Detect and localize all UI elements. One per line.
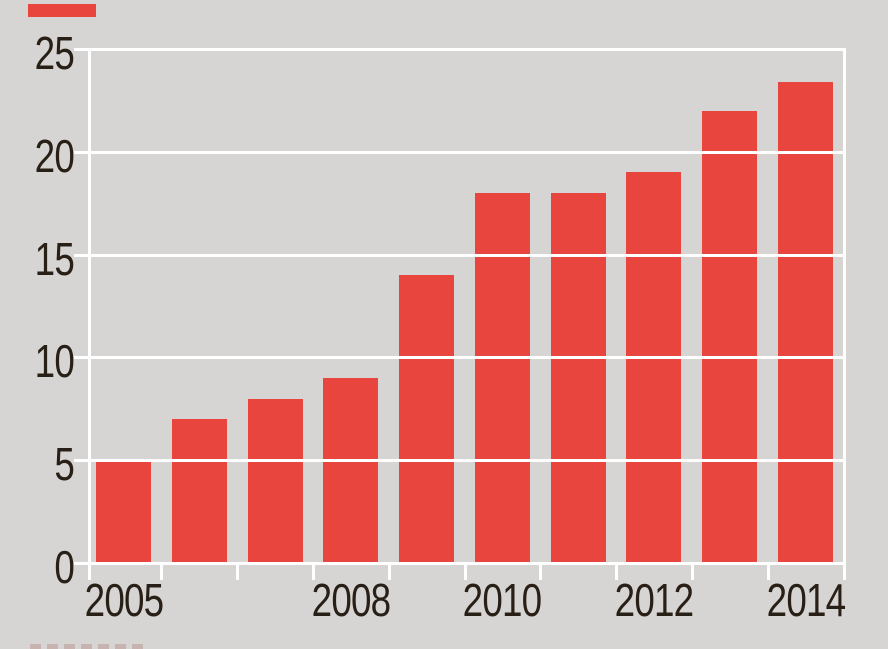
bar-2011	[551, 193, 606, 563]
gridline-15	[74, 254, 846, 257]
x-axis-tick	[236, 563, 239, 580]
y-axis-label-5: 5	[54, 438, 74, 490]
bar-2014	[778, 82, 833, 563]
bar-2007	[248, 399, 303, 563]
gridline-0	[74, 562, 846, 565]
x-axis-tick	[691, 563, 694, 580]
y-axis-label-10: 10	[34, 335, 75, 387]
y-axis-line	[88, 49, 91, 580]
bar-2012	[626, 172, 681, 563]
x-axis-label-2010: 2010	[462, 574, 542, 626]
bar-2009	[399, 275, 454, 563]
cropped-caption-remnant	[30, 644, 144, 649]
x-axis-tick	[388, 563, 391, 580]
cropped-red-shape	[28, 4, 96, 17]
gridline-20	[74, 151, 846, 154]
x-axis-tick	[767, 563, 770, 580]
bar-2008	[323, 378, 378, 563]
gridline-5	[74, 459, 846, 462]
x-axis-label-2012: 2012	[614, 574, 694, 626]
x-axis-tick	[160, 563, 163, 580]
bar-2005	[96, 460, 151, 563]
gridline-10	[74, 356, 846, 359]
x-axis-label-2008: 2008	[311, 574, 391, 626]
bar-2006	[172, 419, 227, 563]
y-axis-label-0: 0	[54, 541, 74, 593]
x-axis-tick	[615, 563, 618, 580]
x-axis-label-2005: 2005	[84, 574, 164, 626]
bar-2010	[475, 193, 530, 563]
x-axis-tick	[312, 563, 315, 580]
bar-2013	[702, 111, 757, 563]
x-axis-tick	[539, 563, 542, 580]
y-axis-label-20: 20	[34, 130, 75, 182]
y-axis-label-25: 25	[34, 27, 75, 79]
plot-right-border	[843, 49, 846, 580]
y-axis-label-15: 15	[34, 233, 75, 285]
x-axis-label-2014: 2014	[766, 574, 846, 626]
gridline-25	[74, 48, 846, 51]
x-axis-tick	[464, 563, 467, 580]
